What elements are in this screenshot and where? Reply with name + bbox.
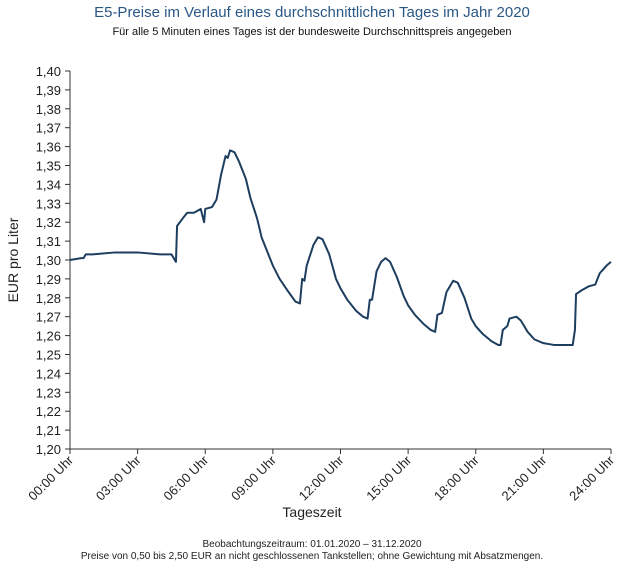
x-tick-label: 21:00 Uhr	[499, 452, 550, 503]
y-tick-label: 1,39	[36, 83, 61, 98]
x-tick-label: 09:00 Uhr	[228, 452, 279, 503]
y-tick-label: 1,38	[36, 102, 61, 117]
y-tick-label: 1,25	[36, 348, 61, 363]
y-tick-label: 1,28	[36, 291, 61, 306]
y-tick-label: 1,27	[36, 310, 61, 325]
footnote: Beobachtungszeitraum: 01.01.2020 – 31.12…	[202, 539, 421, 550]
x-tick-label: 15:00 Uhr	[363, 452, 414, 503]
price-line	[69, 149, 612, 347]
y-tick-label: 1,22	[36, 404, 61, 419]
y-axis-label: EUR pro Liter	[5, 217, 21, 302]
y-tick-label: 1,30	[36, 253, 61, 268]
y-tick-label: 1,31	[36, 234, 61, 249]
y-tick-label: 1,33	[36, 196, 61, 211]
x-tick-label: 18:00 Uhr	[431, 452, 482, 503]
y-tick-label: 1,40	[36, 64, 61, 79]
chart-title: E5-Preise im Verlauf eines durchschnittl…	[94, 4, 530, 21]
x-tick-label: 06:00 Uhr	[160, 452, 211, 503]
y-tick-label: 1,35	[36, 159, 61, 174]
y-tick-label: 1,20	[36, 442, 61, 457]
y-tick-label: 1,24	[36, 366, 61, 381]
y-tick-label: 1,21	[36, 423, 61, 438]
x-tick-label: 12:00 Uhr	[296, 452, 347, 503]
x-tick-label: 24:00 Uhr	[566, 452, 617, 503]
y-tick-label: 1,23	[36, 385, 61, 400]
x-tick-label: 03:00 Uhr	[93, 452, 144, 503]
x-axis-label: Tageszeit	[282, 504, 341, 520]
y-tick-label: 1,32	[36, 215, 61, 230]
chart-subtitle: Für alle 5 Minuten eines Tages ist der b…	[112, 26, 511, 38]
y-tick-label: 1,36	[36, 140, 61, 155]
y-tick-label: 1,37	[36, 121, 61, 136]
y-tick-label: 1,34	[36, 177, 61, 192]
footnote: Preise von 0,50 bis 2,50 EUR an nicht ge…	[81, 551, 543, 562]
y-tick-label: 1,29	[36, 272, 61, 287]
y-tick-label: 1,26	[36, 329, 61, 344]
x-tick-label: 00:00 Uhr	[25, 452, 76, 503]
